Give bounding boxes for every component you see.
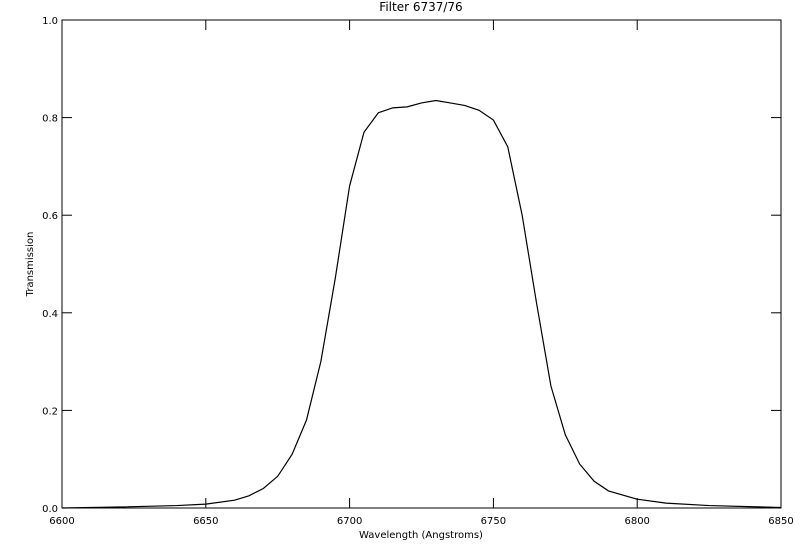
y-tick-label: 0.6	[42, 211, 58, 222]
plot-frame	[61, 19, 782, 509]
data-line	[61, 99, 782, 509]
x-tick-label: 6600	[49, 516, 74, 527]
y-tick-label: 0.4	[42, 309, 58, 320]
y-axis-label: Transmission	[25, 232, 36, 298]
x-tick-label: 6850	[768, 516, 793, 527]
x-tick-label: 6650	[193, 516, 218, 527]
chart-title: Filter 6737/76	[379, 0, 462, 14]
x-tick-label: 6750	[481, 516, 506, 527]
y-tick-label: 1.0	[42, 16, 58, 27]
y-tick-label: 0.2	[42, 406, 58, 417]
y-tick-label: 0.8	[42, 114, 58, 125]
x-tick-label: 6800	[624, 516, 649, 527]
x-tick-label: 6700	[337, 516, 362, 527]
x-axis-label: Wavelength (Angstroms)	[359, 530, 483, 541]
y-tick-label: 0.0	[42, 504, 58, 515]
